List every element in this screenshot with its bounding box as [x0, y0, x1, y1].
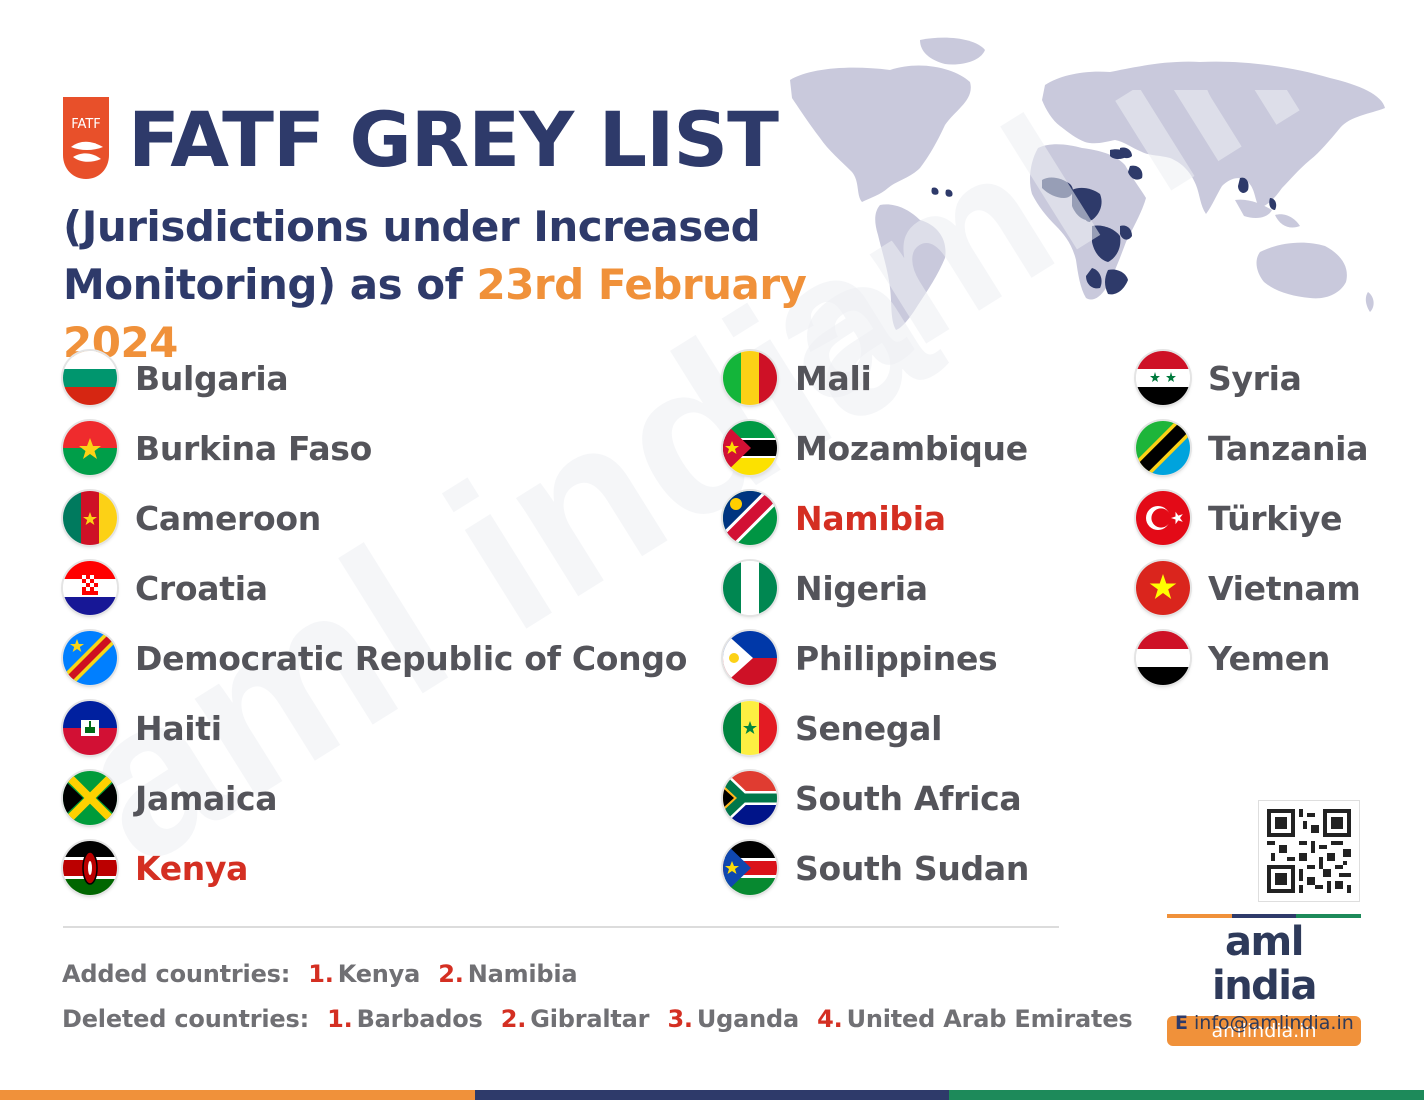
country-name: Mali — [795, 358, 872, 398]
bottom-color-bar — [0, 1090, 1424, 1100]
country-item: Burkina Faso — [63, 418, 372, 478]
burkina-faso-flag-icon — [63, 421, 117, 475]
world-map — [790, 37, 1385, 330]
bulgaria-flag-icon — [63, 351, 117, 405]
country-name: Senegal — [795, 708, 943, 748]
country-item: Syria — [1136, 348, 1302, 408]
list-number: 2. — [438, 960, 464, 988]
country-name: Philippines — [795, 638, 998, 678]
namibia-flag-icon — [723, 491, 777, 545]
country-item: Democratic Republic of Congo — [63, 628, 687, 688]
list-number: 2. — [500, 1005, 527, 1033]
list-number: 4. — [817, 1005, 843, 1033]
deleted-countries-line: Deleted countries: 1. Barbados 2. Gibralta… — [62, 1005, 1133, 1033]
country-name: Haiti — [135, 708, 222, 748]
country-name: Mozambique — [795, 428, 1028, 468]
country-name: Democratic Republic of Congo — [135, 638, 688, 678]
deleted-label: Deleted countries: — [62, 1005, 309, 1033]
brand-email[interactable]: E info@amlindia.in — [1175, 1012, 1354, 1034]
country-item: Namibia — [723, 488, 946, 548]
country-item: Kenya — [63, 838, 248, 898]
country-item: Türkiye — [1136, 488, 1342, 548]
brand-url-link[interactable]: amlindia.in — [1167, 1016, 1361, 1046]
philippines-flag-icon — [723, 631, 777, 685]
page-subtitle: (Jurisdictions under Increased Monitorin… — [63, 198, 923, 372]
subtitle-line2: Monitoring) as of — [63, 260, 477, 309]
email-prefix: E — [1175, 1012, 1188, 1034]
syria-flag-icon — [1136, 351, 1190, 405]
country-item: Bulgaria — [63, 348, 289, 408]
country-item: Jamaica — [63, 768, 278, 828]
country-name: Croatia — [135, 568, 268, 608]
added-country: Namibia — [467, 960, 578, 988]
page-title: FATF GREY LIST — [128, 95, 779, 184]
list-number: 1. — [327, 1005, 353, 1033]
country-item: South Africa — [723, 768, 1022, 828]
deleted-country: Uganda — [696, 1005, 799, 1033]
brand-color-bar — [1167, 914, 1362, 918]
list-number: 1. — [308, 960, 334, 988]
added-countries-line: Added countries: 1. Kenya 2. Namibia — [62, 960, 578, 988]
country-name: Nigeria — [795, 568, 928, 608]
vietnam-flag-icon — [1136, 561, 1190, 615]
country-name: Cameroon — [135, 498, 321, 538]
deleted-country: United Arab Emirates — [846, 1005, 1133, 1033]
country-name: Vietnam — [1208, 568, 1361, 608]
country-item: Mozambique — [723, 418, 1028, 478]
country-item: Tanzania — [1136, 418, 1368, 478]
mali-flag-icon — [723, 351, 777, 405]
country-item: South Sudan — [723, 838, 1029, 898]
drc-flag-icon — [63, 631, 117, 685]
country-name: Jamaica — [135, 778, 278, 818]
email-address[interactable]: info@amlindia.in — [1194, 1012, 1354, 1034]
country-name: Burkina Faso — [135, 428, 373, 468]
country-item: Croatia — [63, 558, 268, 618]
kenya-flag-icon — [63, 841, 117, 895]
cameroon-flag-icon — [63, 491, 117, 545]
country-name: Türkiye — [1208, 498, 1343, 538]
country-item: Haiti — [63, 698, 222, 758]
qr-code-icon — [1267, 809, 1351, 893]
turkiye-flag-icon — [1136, 491, 1190, 545]
south-sudan-flag-icon — [723, 841, 777, 895]
country-name: Syria — [1208, 358, 1302, 398]
subtitle-line1: (Jurisdictions under Increased — [63, 202, 761, 251]
country-item: Cameroon — [63, 488, 321, 548]
mozambique-flag-icon — [723, 421, 777, 475]
qr-code[interactable] — [1258, 800, 1360, 902]
country-item: Nigeria — [723, 558, 928, 618]
fatf-logo-icon: FATF — [63, 97, 109, 179]
country-name: Yemen — [1208, 638, 1331, 678]
added-country: Kenya — [337, 960, 421, 988]
country-item: Philippines — [723, 628, 998, 688]
jamaica-flag-icon — [63, 771, 117, 825]
logo-text: FATF — [71, 117, 101, 132]
croatia-flag-icon — [63, 561, 117, 615]
country-name: South Sudan — [795, 848, 1030, 888]
added-label: Added countries: — [62, 960, 291, 988]
country-name-added: Kenya — [135, 848, 249, 888]
haiti-flag-icon — [63, 701, 117, 755]
country-name: Tanzania — [1208, 428, 1369, 468]
tanzania-flag-icon — [1136, 421, 1190, 475]
country-item: Vietnam — [1136, 558, 1361, 618]
list-number: 3. — [667, 1005, 693, 1033]
country-item: Mali — [723, 348, 872, 408]
brand-name: aml india — [1211, 919, 1318, 1009]
country-item: Senegal — [723, 698, 942, 758]
country-name-added: Namibia — [795, 498, 946, 538]
brand-block: aml india amlindia.in — [1167, 914, 1362, 1046]
footer-divider — [63, 926, 1059, 928]
nigeria-flag-icon — [723, 561, 777, 615]
country-name: South Africa — [795, 778, 1022, 818]
south-africa-flag-icon — [723, 771, 777, 825]
senegal-flag-icon — [723, 701, 777, 755]
country-item: Yemen — [1136, 628, 1330, 688]
deleted-country: Gibraltar — [530, 1005, 650, 1033]
country-name: Bulgaria — [135, 358, 289, 398]
deleted-country: Barbados — [356, 1005, 483, 1033]
yemen-flag-icon — [1136, 631, 1190, 685]
